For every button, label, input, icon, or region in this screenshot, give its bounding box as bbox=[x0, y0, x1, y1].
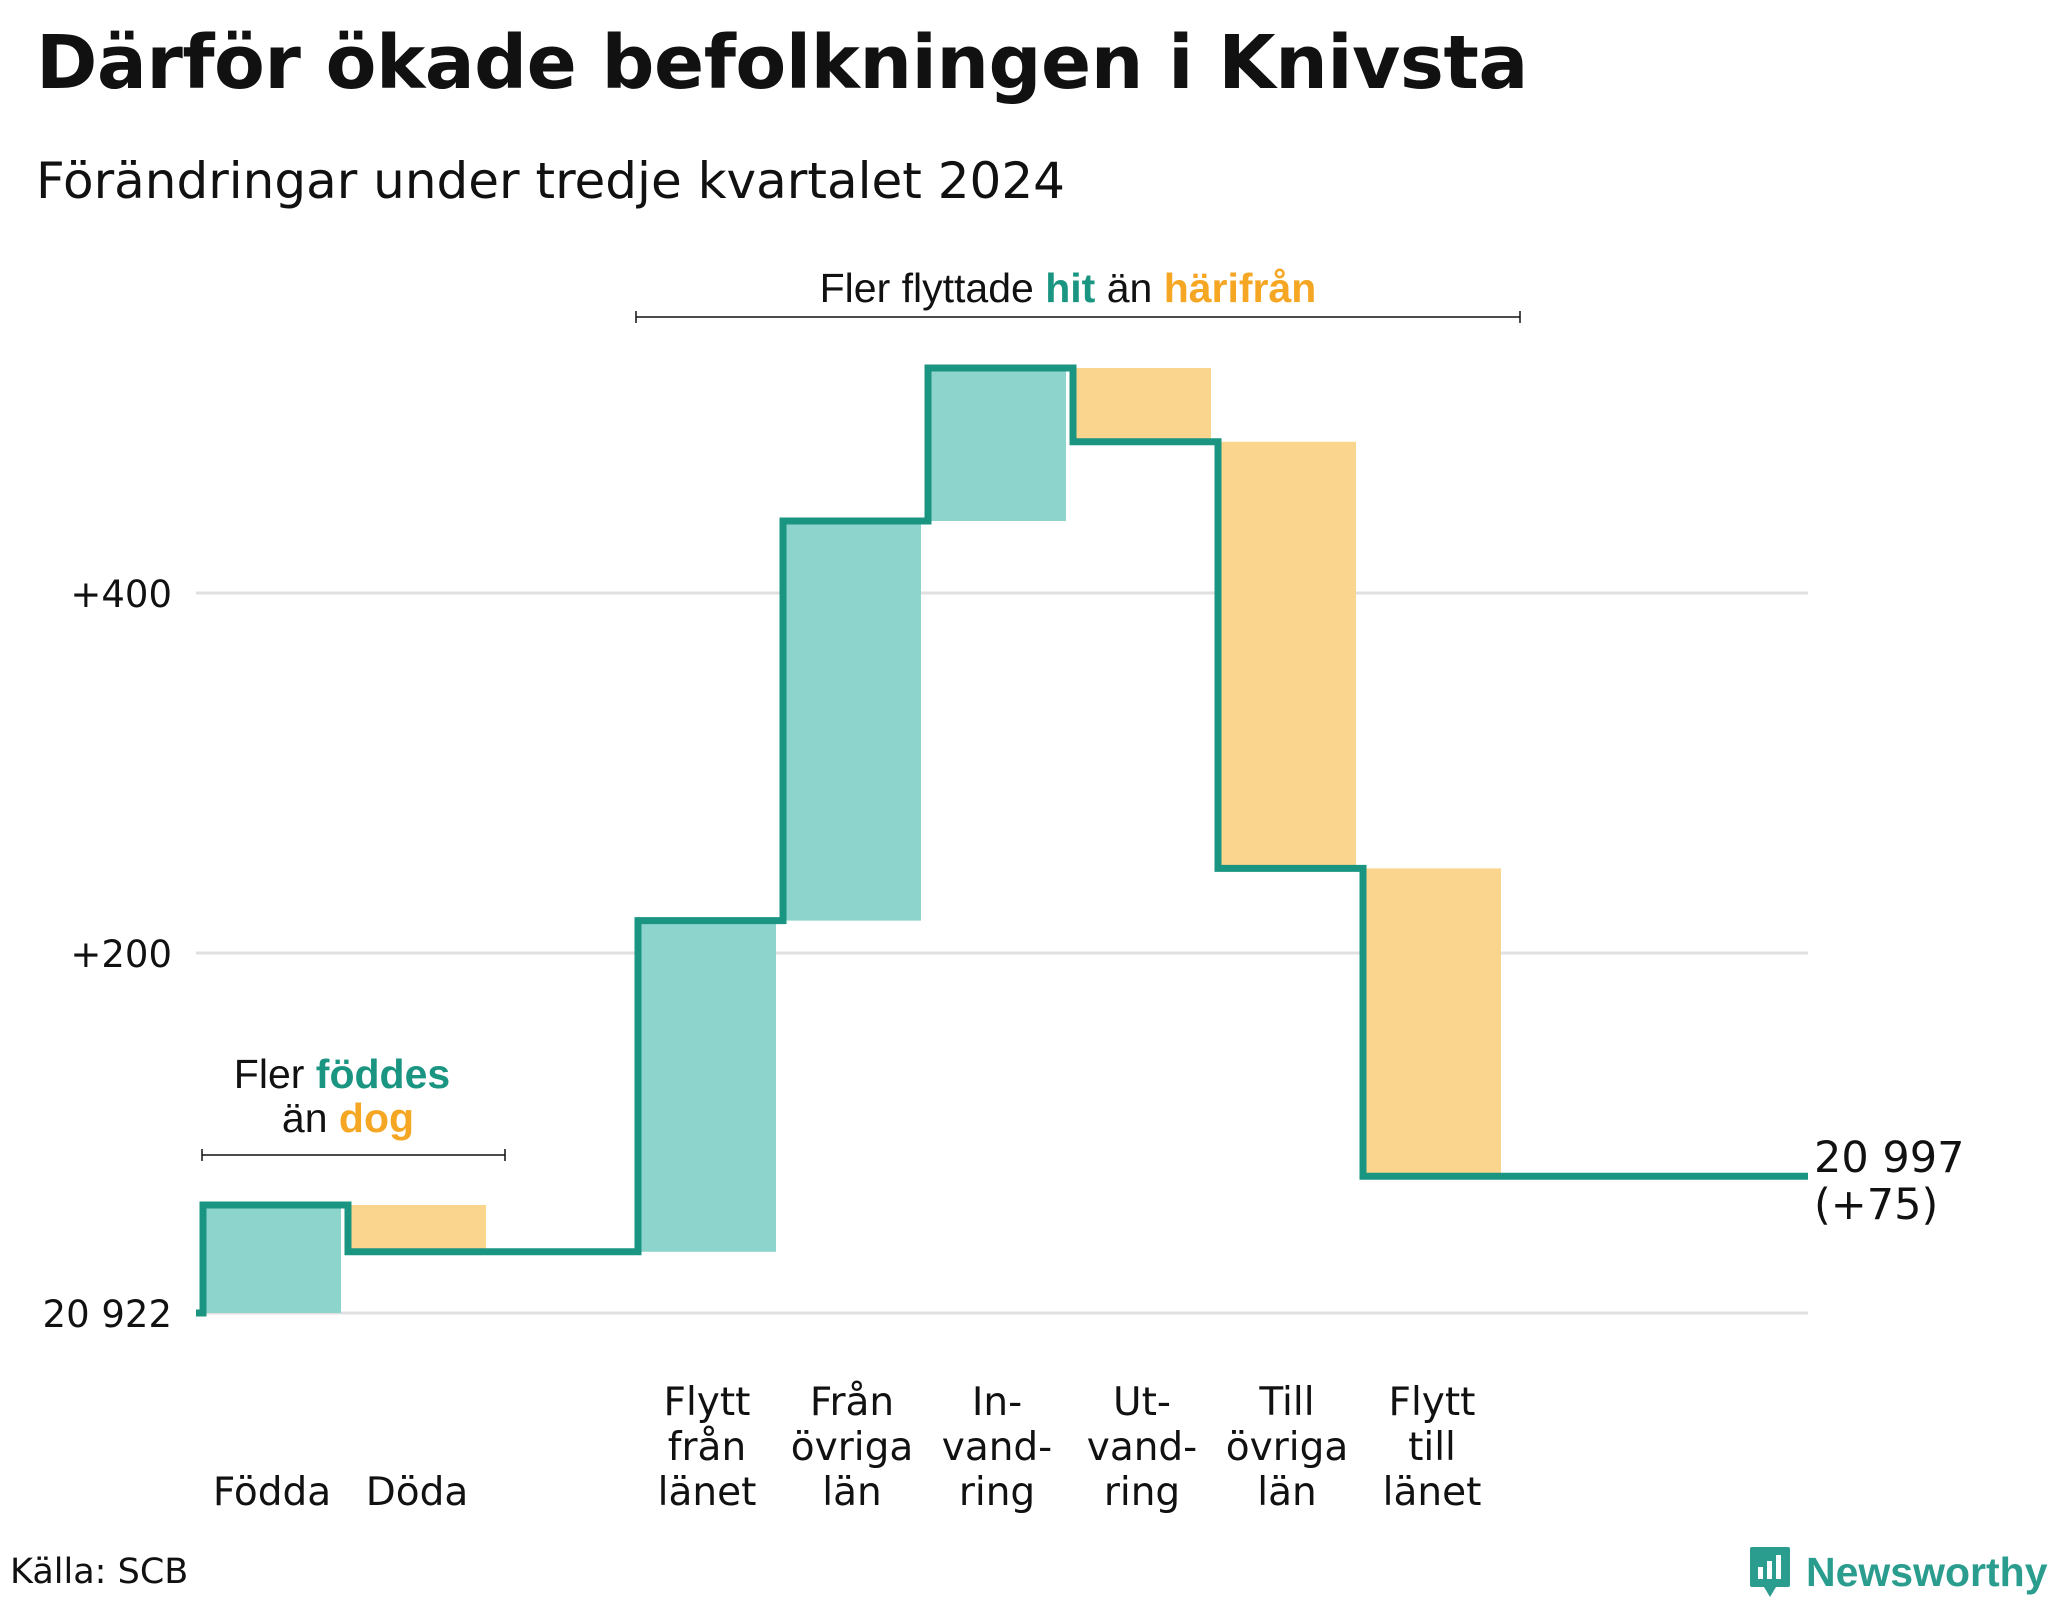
svg-text:än dog: än dog bbox=[282, 1095, 414, 1141]
moves-annotation-highlight-harifran: härifrån bbox=[1164, 265, 1317, 311]
category-label: Döda bbox=[366, 1470, 469, 1515]
category-label: vand- bbox=[1087, 1425, 1198, 1470]
category-labels: Födda DödaFlyttfrånlänetFrånövrigalänIn-v… bbox=[213, 1380, 1482, 1515]
category-label: Ut- bbox=[1113, 1380, 1171, 1425]
svg-text:Fler flyttade hit än härifrån: Fler flyttade hit än härifrån bbox=[820, 265, 1317, 311]
y-tick-label: 20 922 bbox=[43, 1293, 172, 1336]
category-label: län bbox=[822, 1470, 881, 1515]
cumulative-step-line bbox=[196, 364, 1808, 1317]
waterfall-bar bbox=[1363, 868, 1501, 1177]
category-label: Flytt bbox=[1389, 1380, 1476, 1425]
waterfall-bar bbox=[203, 1205, 341, 1313]
births-annotation-highlight-2: dog bbox=[339, 1095, 414, 1141]
category-label: ring bbox=[959, 1470, 1035, 1515]
category-label: övriga bbox=[791, 1425, 913, 1470]
waterfall-bar bbox=[1073, 368, 1211, 442]
births-annotation-text: Fler bbox=[234, 1051, 316, 1097]
category-label: In- bbox=[972, 1380, 1022, 1425]
bars bbox=[203, 368, 1501, 1313]
category-label: från bbox=[668, 1425, 746, 1470]
source-credit: Källa: SCB bbox=[10, 1552, 189, 1592]
end-change-label: (+75) bbox=[1814, 1180, 1938, 1230]
category-label: övriga bbox=[1226, 1425, 1348, 1470]
category-label: Flytt bbox=[664, 1380, 751, 1425]
y-tick-label: +400 bbox=[70, 573, 172, 616]
births-annotation-text-2: än bbox=[282, 1095, 339, 1141]
births-annotation: Fler föddes än dog bbox=[201, 1051, 506, 1161]
category-label: län bbox=[1257, 1470, 1316, 1515]
moves-annotation-text: Fler flyttade bbox=[820, 265, 1046, 311]
waterfall-bar bbox=[783, 521, 921, 921]
waterfall-bar bbox=[928, 368, 1066, 521]
moves-annotation: Fler flyttade hit än härifrån bbox=[635, 265, 1521, 323]
grid-lines bbox=[196, 591, 1808, 1315]
category-label: till bbox=[1408, 1425, 1456, 1470]
births-annotation-highlight: föddes bbox=[316, 1051, 450, 1097]
chart-subtitle: Förändringar under tredje kvartalet 2024 bbox=[36, 152, 1065, 210]
moves-annotation-highlight-hit: hit bbox=[1045, 265, 1095, 311]
newsworthy-logo-icon bbox=[1750, 1547, 1790, 1597]
waterfall-bar bbox=[638, 920, 776, 1252]
y-tick-labels: 20 922 +200 +400 bbox=[43, 573, 172, 1336]
chart-title: Därför ökade befolkningen i Knivsta bbox=[36, 20, 1528, 106]
category-label: Till bbox=[1258, 1380, 1314, 1425]
category-label: länet bbox=[1383, 1470, 1482, 1515]
end-value-label: 20 997 bbox=[1814, 1133, 1964, 1183]
category-label: Födda bbox=[213, 1470, 331, 1515]
category-label: länet bbox=[658, 1470, 757, 1515]
y-tick-label: +200 bbox=[70, 933, 172, 976]
category-label: Från bbox=[810, 1380, 894, 1425]
waterfall-chart: 20 922+200+400 Födda DödaFlyttfrånlänetFr… bbox=[43, 265, 1965, 1515]
waterfall-bar bbox=[1218, 441, 1356, 869]
category-label: vand- bbox=[942, 1425, 1053, 1470]
category-label: ring bbox=[1104, 1470, 1180, 1515]
brand[interactable]: Newsworthy bbox=[1748, 1545, 2048, 1599]
svg-text:Fler föddes: Fler föddes bbox=[234, 1051, 450, 1097]
moves-annotation-text-mid: än bbox=[1095, 265, 1163, 311]
brand-name: Newsworthy bbox=[1806, 1548, 2048, 1595]
waterfall-bar bbox=[348, 1205, 486, 1252]
